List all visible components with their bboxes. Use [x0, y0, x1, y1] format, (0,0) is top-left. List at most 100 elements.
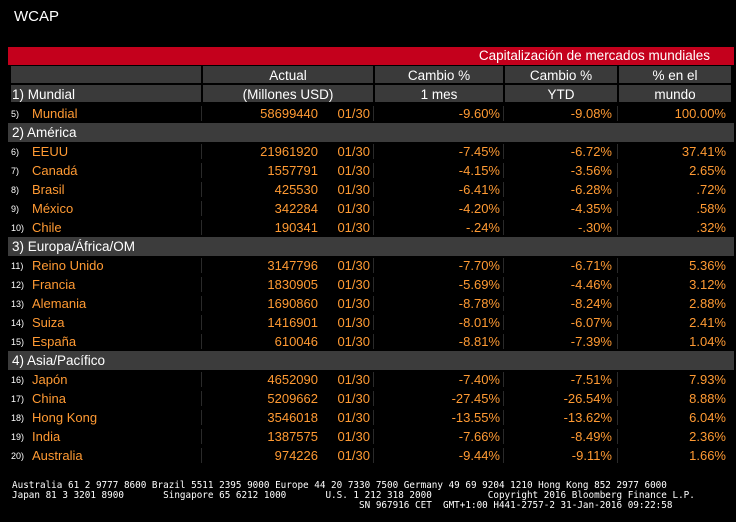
column-divider [201, 277, 202, 292]
cell-actual: 1690860 [267, 296, 318, 311]
table-row[interactable]: 19) India 1387575 01/30 -7.66% -8.49% 2.36% [8, 427, 734, 446]
cell-actual: 342284 [274, 201, 318, 216]
table-row[interactable]: 16) Japón 4652090 01/30 -7.40% -7.51% 7.93% [8, 370, 734, 389]
row-number: 17) [11, 394, 25, 404]
cell-actual: 3546018 [267, 410, 318, 425]
header-cambio-mes[interactable]: Cambio % [375, 66, 503, 83]
cell-actual: 974226 [274, 448, 318, 463]
column-divider [201, 144, 202, 159]
column-divider [201, 182, 202, 197]
cell-date: 01/30 [337, 182, 370, 197]
row-number: 9) [11, 204, 20, 214]
column-divider [503, 410, 504, 425]
header-section-cell: 1) Mundial [11, 85, 201, 102]
window-title: WCAP [14, 8, 59, 25]
header-pct-world[interactable]: % en el [619, 66, 731, 83]
table-row[interactable]: 15) España 610046 01/30 -8.81% -7.39% 1.04% [8, 332, 734, 351]
row-number: 19) [11, 432, 25, 442]
country-name: México [32, 201, 74, 216]
row-number: 20) [11, 451, 25, 461]
table-row[interactable]: 17) China 5209662 01/30 -27.45% -26.54% 8.88% [8, 389, 734, 408]
table-row[interactable]: 9) México 342284 01/30 -4.20% -4.35% .58% [8, 199, 734, 218]
column-divider [373, 201, 374, 216]
section-mundial[interactable]: 1) Mundial [12, 87, 76, 102]
cell-world-pct: 100.00% [674, 106, 726, 121]
column-divider [373, 144, 374, 159]
table-row[interactable]: 12) Francia 1830905 01/30 -5.69% -4.46% 3.12% [8, 275, 734, 294]
cell-world-pct: 2.41% [689, 315, 726, 330]
column-divider [617, 144, 618, 159]
cell-date: 01/30 [337, 144, 370, 159]
cell-change-month: -8.81% [458, 334, 500, 349]
header-actual[interactable]: Actual [203, 66, 373, 83]
cell-date: 01/30 [337, 106, 370, 121]
table-row[interactable]: 14) Suiza 1416901 01/30 -8.01% -6.07% 2.41% [8, 313, 734, 332]
column-divider [617, 334, 618, 349]
banner-title: Capitalización de mercados mundiales [478, 48, 710, 63]
cell-change-month: -7.40% [458, 372, 500, 387]
country-name: Mundial [32, 106, 78, 121]
cell-actual: 5209662 [267, 391, 318, 406]
header-cambio-ytd[interactable]: Cambio % [505, 66, 617, 83]
column-divider [201, 410, 202, 425]
column-divider [503, 448, 504, 463]
section-header[interactable]: 4) Asia/Pacífico [8, 351, 734, 370]
country-name: Hong Kong [32, 410, 98, 425]
cell-date: 01/30 [337, 201, 370, 216]
cell-change-ytd: -6.71% [570, 258, 612, 273]
header-mundo: mundo [619, 85, 731, 102]
cell-change-ytd: -6.72% [570, 144, 612, 159]
cell-change-ytd: -8.24% [570, 296, 612, 311]
footer: Australia 61 2 9777 8600 Brazil 5511 239… [12, 481, 732, 511]
row-number: 11) [11, 261, 24, 271]
cell-change-month: -4.15% [458, 163, 500, 178]
table-row[interactable]: 13) Alemania 1690860 01/30 -8.78% -8.24% 2.88% [8, 294, 734, 313]
row-number: 13) [11, 299, 25, 309]
footer-line-3: SN 967916 CET GMT+1:00 H441-2757-2 31-Ja… [12, 500, 673, 511]
column-divider [503, 315, 504, 330]
table-row[interactable]: 7) Canadá 1557791 01/30 -4.15% -3.56% 2.65% [8, 161, 734, 180]
cell-world-pct: 2.36% [689, 429, 726, 444]
table-row[interactable]: 11) Reino Unido 3147796 01/30 -7.70% -6.71% 5.… [8, 256, 734, 275]
table-row[interactable]: 10) Chile 190341 01/30 -.24% -.30% .32% [8, 218, 734, 237]
row-number: 14) [11, 318, 25, 328]
cell-change-ytd: -26.54% [563, 391, 612, 406]
column-divider [373, 372, 374, 387]
column-divider [503, 277, 504, 292]
column-divider [373, 391, 374, 406]
column-divider [503, 429, 504, 444]
column-divider [373, 334, 374, 349]
cell-date: 01/30 [337, 429, 370, 444]
section-header[interactable]: 2) América [8, 123, 734, 142]
column-divider [201, 372, 202, 387]
table-row[interactable]: 18) Hong Kong 3546018 01/30 -13.55% -13.62% 6.… [8, 408, 734, 427]
section-header[interactable]: 3) Europa/África/OM [8, 237, 734, 256]
table-row[interactable]: 20) Australia 974226 01/30 -9.44% -9.11% 1.66% [8, 446, 734, 465]
table-row[interactable]: 6) EEUU 21961920 01/30 -7.45% -6.72% 37.41% [8, 142, 734, 161]
cell-change-month: -7.66% [458, 429, 500, 444]
cell-date: 01/30 [337, 334, 370, 349]
column-divider [201, 315, 202, 330]
cell-date: 01/30 [337, 163, 370, 178]
country-name: Alemania [32, 296, 87, 311]
column-divider [373, 163, 374, 178]
column-divider [201, 201, 202, 216]
table-row[interactable]: 5) Mundial 58699440 01/30 -9.60% -9.08% 100.00… [8, 104, 734, 123]
cell-world-pct: 3.12% [689, 277, 726, 292]
cell-world-pct: 8.88% [689, 391, 726, 406]
column-divider [503, 296, 504, 311]
cell-change-ytd: -7.39% [570, 334, 612, 349]
cell-change-ytd: -.30% [578, 220, 612, 235]
column-divider [201, 163, 202, 178]
header-millones: (Millones USD) [203, 85, 373, 102]
cell-date: 01/30 [337, 391, 370, 406]
table-row[interactable]: 8) Brasil 425530 01/30 -6.41% -6.28% .72% [8, 180, 734, 199]
cell-change-ytd: -3.56% [570, 163, 612, 178]
cell-world-pct: 1.66% [689, 448, 726, 463]
column-divider [201, 220, 202, 235]
column-divider [617, 201, 618, 216]
country-name: España [32, 334, 77, 349]
column-divider [617, 448, 618, 463]
column-divider [373, 410, 374, 425]
cell-actual: 1387575 [267, 429, 318, 444]
